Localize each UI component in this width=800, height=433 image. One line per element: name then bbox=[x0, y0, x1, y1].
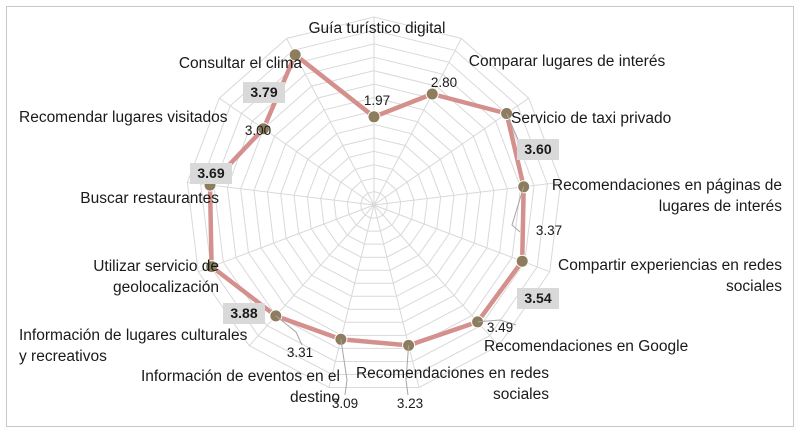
category-label-line: Guía turístico digital bbox=[309, 20, 446, 37]
category-label-line: Buscar restaurantes bbox=[80, 190, 219, 207]
category-label-line: Recomendaciones en redes bbox=[356, 365, 549, 382]
category-label-line: Recomendaciones en Google bbox=[484, 338, 688, 355]
data-point bbox=[288, 48, 302, 62]
category-label: Utilizar servicio de geolocalización bbox=[93, 258, 219, 296]
value-label: 3.37 bbox=[536, 223, 562, 238]
value-label: 3.60 bbox=[524, 141, 551, 157]
value-label-boxes bbox=[190, 82, 559, 324]
leader-line bbox=[477, 319, 517, 326]
category-label-line: Información de eventos en el bbox=[141, 368, 340, 385]
category-label: Recomendaciones en Google bbox=[484, 338, 688, 355]
category-label: Recomendaciones en páginas de lugares de … bbox=[552, 177, 782, 215]
grid-spoke bbox=[198, 204, 375, 273]
labels: Guía turístico digital Comparar lugares d… bbox=[19, 20, 782, 411]
grid-ring bbox=[333, 164, 415, 245]
category-label-line: Servicio de taxi privado bbox=[511, 110, 671, 127]
value-label: 1.97 bbox=[364, 93, 390, 108]
category-label-line: sociales bbox=[493, 386, 549, 403]
category-label: Servicio de taxi privado bbox=[511, 110, 671, 127]
grid-ring bbox=[240, 70, 508, 336]
data-point bbox=[515, 254, 529, 268]
category-label: Guía turístico digital bbox=[309, 20, 446, 37]
category-label: Recomendar lugares visitados bbox=[19, 109, 228, 126]
grid-spoke bbox=[373, 204, 420, 388]
grid-ring bbox=[320, 150, 428, 258]
value-label: 3.49 bbox=[487, 320, 513, 335]
leader-line bbox=[340, 339, 348, 396]
leader-line bbox=[405, 345, 410, 396]
grid-spoke bbox=[219, 97, 375, 206]
data-point bbox=[425, 87, 439, 101]
grid-ring bbox=[200, 29, 548, 375]
category-label: Recomendaciones en redes sociales bbox=[356, 365, 549, 403]
grid-ring bbox=[253, 83, 495, 323]
value-label: 3.79 bbox=[250, 84, 277, 100]
category-label: Consultar el clima bbox=[179, 55, 303, 72]
category-label-line: geolocalización bbox=[113, 279, 219, 296]
category-label: Información de eventos en el destino bbox=[141, 368, 340, 406]
category-label: Compartir experiencias en redes sociales bbox=[558, 257, 782, 295]
leader-line bbox=[275, 315, 303, 346]
value-label-box bbox=[190, 163, 232, 184]
leader-line bbox=[511, 186, 525, 233]
value-label: 3.88 bbox=[230, 305, 257, 321]
grid-ring bbox=[293, 123, 455, 284]
chart-frame bbox=[6, 6, 794, 427]
data-point bbox=[205, 260, 219, 274]
value-label-box bbox=[517, 139, 559, 160]
category-label-line: Recomendar lugares visitados bbox=[19, 109, 228, 126]
category-label-line: Utilizar servicio de bbox=[93, 258, 219, 275]
category-label-line: Consultar el clima bbox=[179, 55, 303, 72]
value-label: 2.80 bbox=[431, 75, 457, 90]
grid-spoke bbox=[248, 204, 375, 347]
category-label-line: y recreativos bbox=[19, 348, 107, 365]
grid-ring bbox=[360, 191, 388, 219]
grid-ring bbox=[280, 110, 468, 297]
grid-spoke bbox=[187, 181, 375, 206]
value-label: 3.23 bbox=[397, 396, 423, 411]
value-label: 3.54 bbox=[524, 290, 551, 306]
grid-ring bbox=[226, 56, 522, 349]
value-label: 3.31 bbox=[287, 345, 313, 360]
grid-spoke bbox=[373, 38, 462, 206]
grid-spoke bbox=[286, 38, 375, 206]
value-label-box bbox=[517, 288, 559, 309]
grid-ring bbox=[186, 16, 562, 388]
grid-ring bbox=[346, 177, 402, 232]
category-label: Buscar restaurantes bbox=[80, 190, 219, 207]
category-label-line: sociales bbox=[726, 278, 782, 295]
data-point bbox=[367, 110, 381, 124]
value-label: 3.00 bbox=[245, 123, 271, 138]
grid-ring bbox=[306, 137, 442, 271]
category-label-line: destino bbox=[290, 389, 340, 406]
category-label-line: Comparar lugares de interés bbox=[469, 53, 666, 70]
grid-spoke bbox=[328, 204, 375, 388]
grid-ring bbox=[266, 97, 482, 310]
value-label: 3.09 bbox=[332, 396, 358, 411]
category-label: Información de lugares culturales y recre… bbox=[19, 327, 248, 365]
value-label-box bbox=[223, 303, 265, 324]
category-label-line: Información de lugares culturales bbox=[19, 327, 248, 344]
radar-grid bbox=[186, 16, 562, 388]
series-line bbox=[207, 52, 526, 348]
data-point bbox=[257, 122, 270, 136]
value-label: 3.69 bbox=[197, 165, 224, 181]
category-label-line: Recomendaciones en páginas de bbox=[552, 177, 782, 194]
category-label: Comparar lugares de interés bbox=[469, 53, 666, 70]
category-label-line: Compartir experiencias en redes bbox=[558, 257, 782, 274]
value-label-box bbox=[243, 82, 285, 103]
category-label-line: lugares de interés bbox=[659, 198, 782, 215]
